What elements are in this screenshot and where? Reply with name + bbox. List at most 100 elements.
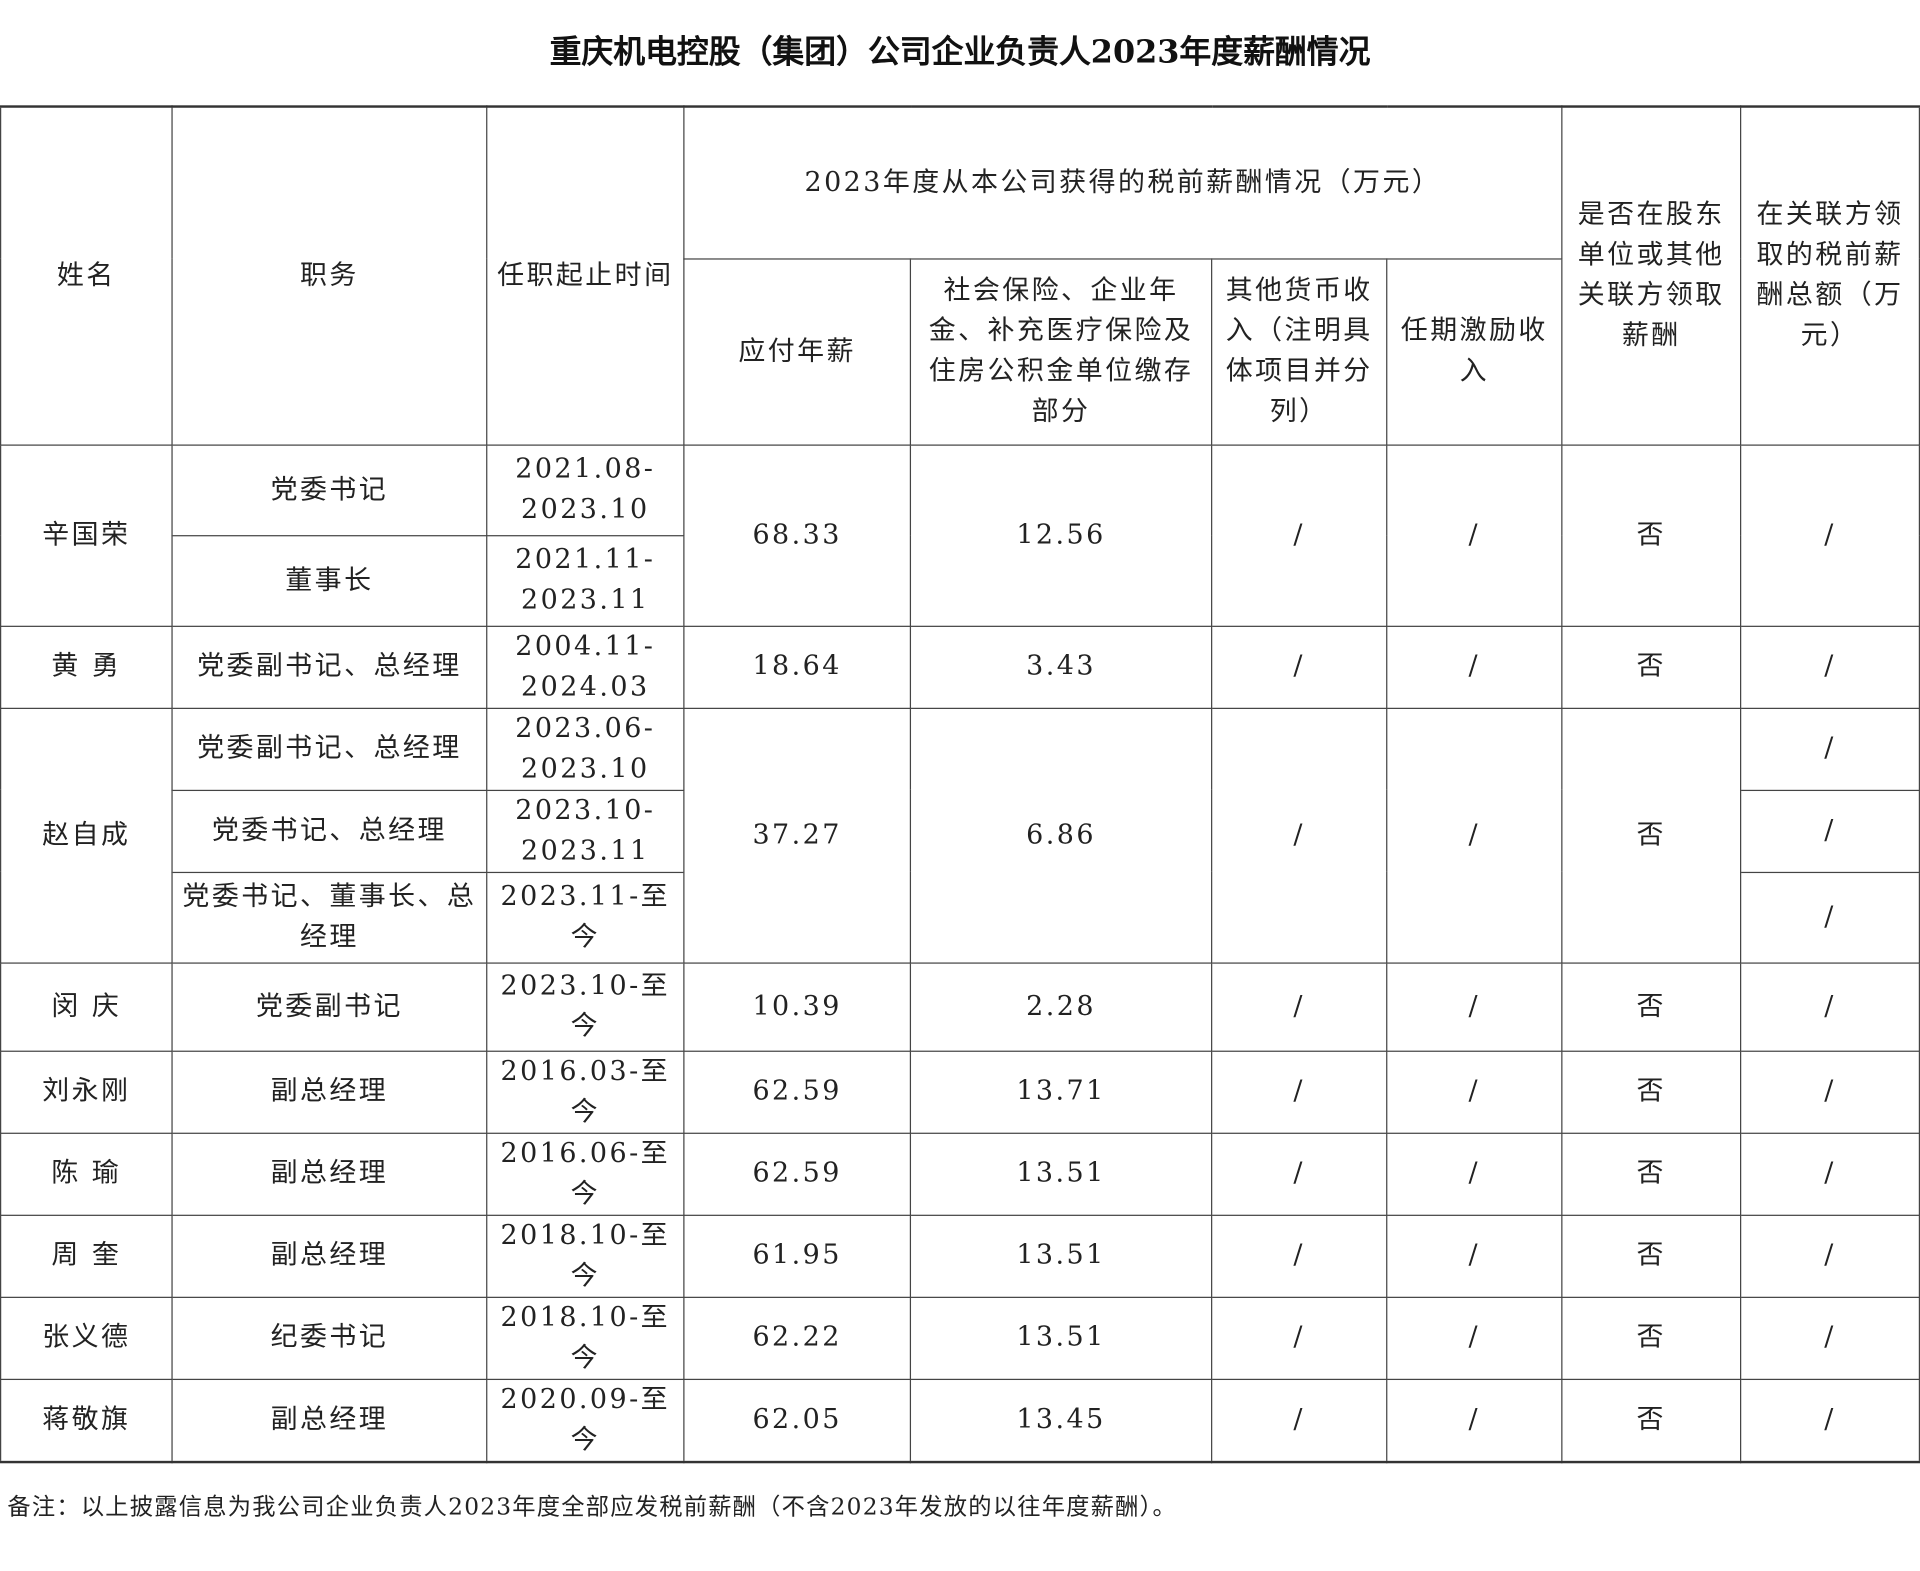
header-salary: 应付年薪 [683, 257, 912, 446]
header-other: 其他货币收入（注明具体项目并分列） [1211, 257, 1388, 446]
cell-tenure: 2018.10-至今 [486, 1214, 685, 1298]
cell-tenure: 2016.03-至今 [486, 1050, 685, 1134]
footnote: 备注：以上披露信息为我公司企业负责人2023年度全部应发税前薪酬（不含2023年… [7, 1493, 1178, 1521]
cell-name: 张义德 [0, 1296, 173, 1380]
cell-related-total: / [1740, 1296, 1920, 1380]
table-row: 党委书记、董事长、总经理 2023.11-至今 / [1, 871, 1920, 964]
table-row: 张义德 纪委书记 2018.10-至今 62.22 13.51// 否 / [0, 1296, 1920, 1380]
header-tenure: 任职起止时间 [486, 105, 685, 446]
cell-other: / [1211, 1050, 1388, 1134]
cell-other: / [1211, 625, 1388, 709]
cell-related-total: / [1740, 443, 1920, 627]
header-insurance: 社会保险、企业年金、补充医疗保险及住房公积金单位缴存部分 [909, 257, 1213, 446]
table-row: 辛国荣 党委书记 2021.08-2023.10 68.33 12.56// 否 / [0, 443, 1920, 627]
cell-related: 否 [1561, 443, 1742, 627]
cell-position: 副总经理 [171, 1050, 488, 1134]
cell-name: 赵自成 [0, 707, 173, 964]
cell-tenure: 2023.10-2023.11 [486, 789, 685, 873]
cell-name: 闵 庆 [0, 961, 173, 1052]
cell-salary: 37.27 [683, 707, 912, 964]
cell-incentive: / [1386, 1214, 1563, 1298]
cell-related: 否 [1561, 1132, 1742, 1216]
cell-name: 周 奎 [0, 1214, 173, 1298]
cell-other: / [1211, 1296, 1388, 1380]
cell-related: 否 [1561, 1214, 1742, 1298]
header-incentive: 任期激励收入 [1386, 257, 1563, 446]
cell-name: 蒋敬旗 [0, 1378, 173, 1463]
cell-incentive: / [1386, 1132, 1563, 1216]
cell-related: 否 [1561, 1378, 1742, 1463]
cell-related: 否 [1561, 707, 1742, 964]
cell-tenure: 2023.10-至今 [486, 961, 685, 1052]
cell-tenure: 2021.08-2023.10 [486, 443, 685, 536]
header-position: 职务 [171, 105, 488, 446]
cell-salary: 62.22 [683, 1296, 912, 1380]
table-row: 闵 庆党委副书记 2023.10-至今 10.39 2.28// 否 / [0, 961, 1920, 1052]
cell-insurance: 13.45 [909, 1378, 1213, 1463]
cell-position: 副总经理 [171, 1214, 488, 1298]
cell-other: / [1211, 1132, 1388, 1216]
cell-related: 否 [1561, 1050, 1742, 1134]
cell-name: 黄 勇 [0, 625, 173, 709]
table-row: 刘永刚 副总经理 2016.03-至今 62.59 13.71// 否 / [0, 1050, 1920, 1134]
cell-insurance: 3.43 [909, 625, 1213, 709]
cell-insurance: 2.28 [909, 961, 1213, 1052]
table-row: 党委书记、总经理 2023.10-2023.11 / [1, 789, 1920, 873]
salary-table: 姓名 职务 任职起止时间 2023年度从本公司获得的税前薪酬情况（万元） 是否在… [0, 105, 1920, 1463]
cell-tenure: 2023.06-2023.10 [486, 707, 685, 791]
header-related: 是否在股东单位或其他关联方领取薪酬 [1561, 105, 1742, 446]
cell-other: / [1211, 1214, 1388, 1298]
cell-tenure: 2021.11-2023.11 [486, 534, 685, 627]
cell-position: 副总经理 [171, 1132, 488, 1216]
cell-name: 陈 瑜 [0, 1132, 173, 1216]
cell-position: 纪委书记 [171, 1296, 488, 1380]
cell-incentive: / [1386, 1378, 1563, 1463]
cell-related: 否 [1561, 961, 1742, 1052]
cell-related-total: / [1740, 625, 1920, 709]
cell-related-total: / [1740, 961, 1920, 1052]
header-group: 2023年度从本公司获得的税前薪酬情况（万元） [683, 105, 1563, 259]
cell-related-total: / [1740, 871, 1920, 964]
cell-related-total: / [1740, 1214, 1920, 1298]
cell-insurance: 6.86 [909, 707, 1213, 964]
cell-position: 党委副书记、总经理 [171, 707, 488, 791]
cell-incentive: / [1386, 1296, 1563, 1380]
cell-related-total: / [1740, 1132, 1920, 1216]
cell-tenure: 2016.06-至今 [486, 1132, 685, 1216]
cell-insurance: 13.51 [909, 1296, 1213, 1380]
header-name: 姓名 [0, 105, 173, 446]
cell-insurance: 12.56 [909, 443, 1213, 627]
table-row: 董事长 2021.11-2023.11 [1, 534, 1920, 627]
cell-related: 否 [1561, 1296, 1742, 1380]
cell-salary: 68.33 [683, 443, 912, 627]
cell-tenure: 2020.09-至今 [486, 1378, 685, 1463]
table-row: 周 奎副总经理 2018.10-至今 61.95 13.51// 否 / [0, 1214, 1920, 1298]
cell-related-total: / [1740, 789, 1920, 873]
table-row: 赵自成 党委副书记、总经理 2023.06-2023.10 37.27 6.86// 否 / [0, 707, 1920, 964]
header-row: 姓名 职务 任职起止时间 2023年度从本公司获得的税前薪酬情况（万元） 是否在… [0, 105, 1920, 446]
cell-other: / [1211, 961, 1388, 1052]
cell-tenure: 2018.10-至今 [486, 1296, 685, 1380]
cell-incentive: / [1386, 443, 1563, 627]
cell-incentive: / [1386, 1050, 1563, 1134]
cell-salary: 61.95 [683, 1214, 912, 1298]
cell-salary: 62.59 [683, 1050, 912, 1134]
cell-insurance: 13.51 [909, 1214, 1213, 1298]
cell-position: 副总经理 [171, 1378, 488, 1463]
cell-other: / [1211, 443, 1388, 627]
cell-position: 党委书记、董事长、总经理 [171, 871, 488, 964]
cell-position: 党委书记 [171, 443, 488, 536]
cell-position: 党委书记、总经理 [171, 789, 488, 873]
cell-position: 董事长 [171, 534, 488, 627]
cell-name: 辛国荣 [0, 443, 173, 627]
cell-incentive: / [1386, 707, 1563, 964]
cell-position: 党委副书记 [171, 961, 488, 1052]
cell-other: / [1211, 1378, 1388, 1463]
cell-other: / [1211, 707, 1388, 964]
table-row: 黄 勇党委副书记、总经理 2004.11-2024.03 18.64 3.43// 否 / [0, 625, 1920, 709]
cell-related: 否 [1561, 625, 1742, 709]
cell-salary: 62.05 [683, 1378, 912, 1463]
cell-salary: 18.64 [683, 625, 912, 709]
cell-related-total: / [1740, 1378, 1920, 1463]
